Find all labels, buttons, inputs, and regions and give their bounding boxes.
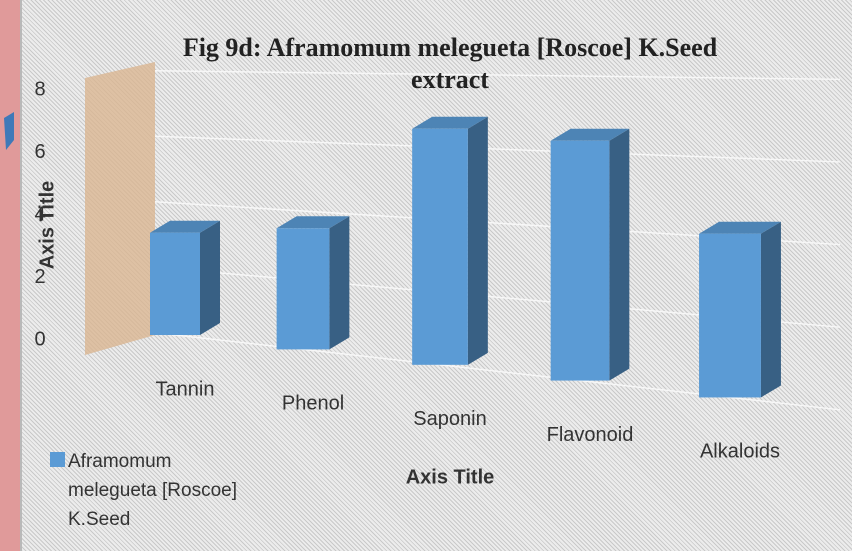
bar-side — [200, 220, 220, 335]
y-tick-label: 0 — [34, 328, 45, 350]
x-axis-title: Axis Title — [406, 466, 495, 488]
x-tick-label: Saponin — [413, 408, 486, 430]
x-tick-label: Tannin — [156, 378, 215, 400]
bar-top — [150, 220, 220, 233]
y-tick-label: 8 — [34, 78, 45, 100]
bar — [699, 233, 761, 398]
back-wall — [85, 62, 155, 355]
bar-top — [412, 116, 488, 129]
bar-side — [329, 216, 350, 350]
decoration — [4, 112, 14, 150]
legend-key — [50, 452, 65, 467]
bar-side — [760, 221, 781, 398]
bar-top — [699, 221, 781, 234]
bar-top — [550, 128, 630, 141]
bar-side — [609, 128, 630, 381]
bar — [412, 128, 468, 365]
bar — [276, 228, 330, 350]
y-axis-title: Axis Title — [36, 181, 58, 270]
x-tick-label: Phenol — [282, 393, 344, 415]
bar — [550, 140, 610, 381]
x-tick-label: Alkaloids — [700, 441, 780, 463]
bar — [150, 232, 200, 335]
grid-line — [154, 70, 841, 81]
grid-line — [154, 135, 841, 163]
y-tick-label: 2 — [34, 266, 45, 288]
y-tick-label: 4 — [34, 203, 45, 225]
x-tick-label: Flavonoid — [547, 424, 634, 446]
chart-title: Fig 9d: Aframomum melegueta [Roscoe] K.S… — [182, 33, 718, 94]
bar-side — [467, 116, 488, 365]
y-tick-label: 6 — [34, 141, 45, 163]
legend-label: Aframomum melegueta [Roscoe] K.Seed — [68, 451, 237, 530]
bar-top — [276, 216, 350, 229]
